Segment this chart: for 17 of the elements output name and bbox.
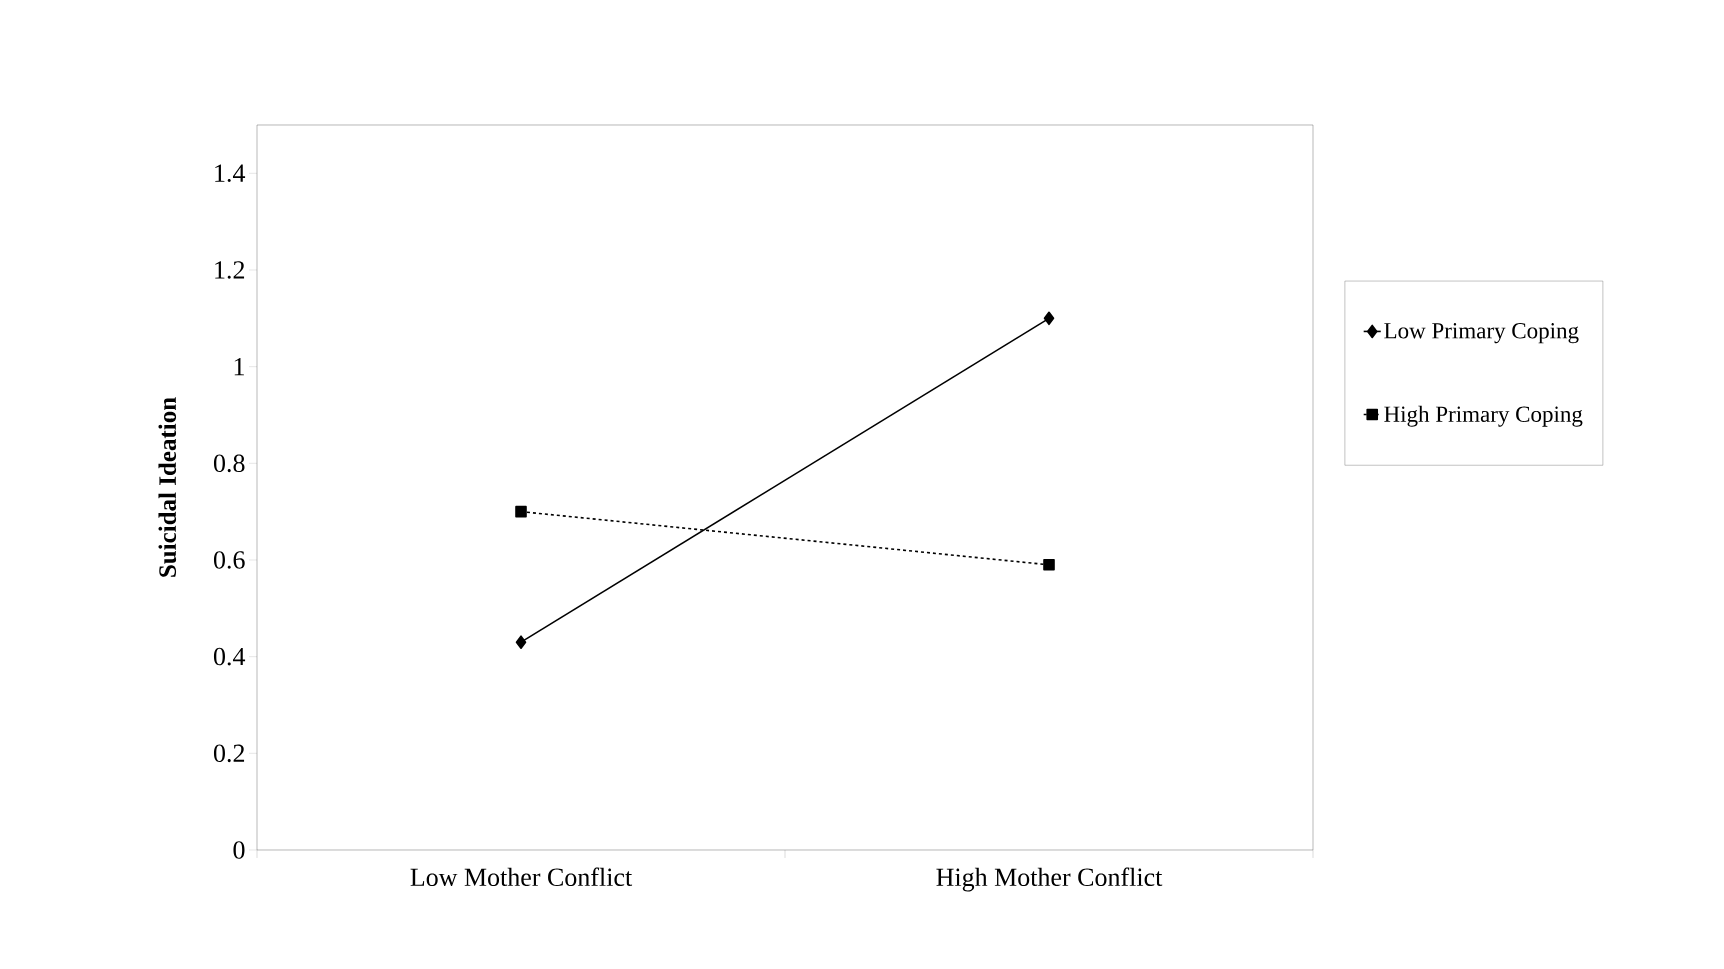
point (1043, 311, 1055, 326)
legend-label: High Primary Coping (1384, 405, 1583, 427)
x-tick-label: High Mother Conflict (936, 867, 1163, 892)
y-tick-label: 0.4 (213, 647, 246, 666)
y-tick-label: 1.2 (215, 261, 245, 279)
y-tick-label: 0 (233, 841, 245, 859)
y-tick-label: 0.6 (213, 551, 245, 569)
x-tick-label: Low Mother Conflict (410, 867, 633, 887)
point (515, 505, 527, 518)
y-tick-label: 1 (234, 358, 244, 376)
y-tick-label: 1.4 (215, 164, 246, 183)
y-axis-title: Suicidal Ideation (158, 397, 177, 577)
point (515, 635, 527, 649)
point (1043, 559, 1055, 571)
legend-label: Low Primary Coping (1384, 323, 1579, 344)
y-tick-label: 0.8 (213, 454, 245, 473)
y-tick-label: 0.2 (213, 744, 245, 763)
